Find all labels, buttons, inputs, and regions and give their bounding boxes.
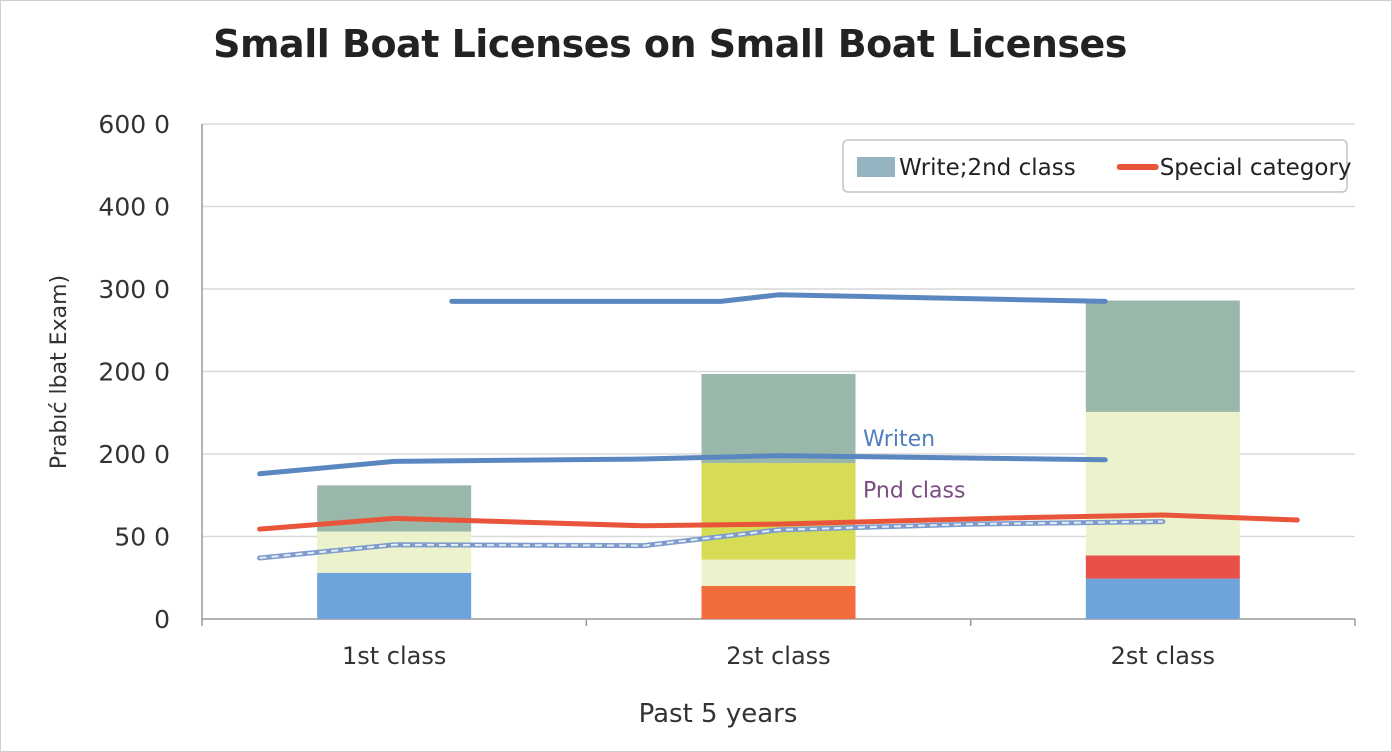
y-tick-label: 200 0	[98, 440, 170, 469]
legend-box	[842, 139, 1348, 193]
annotation-label: Pnd class	[863, 479, 965, 504]
bar-segment	[701, 463, 856, 560]
y-tick-label: 200 0	[98, 358, 170, 387]
bar-segment	[701, 373, 856, 464]
legend-label: Special category	[1160, 155, 1352, 181]
bar-segment	[701, 559, 856, 586]
bar-segment	[1085, 300, 1240, 412]
y-tick-label: 400 0	[98, 193, 170, 222]
legend-swatch	[857, 157, 895, 177]
bar-segment	[317, 572, 472, 619]
y-tick-label: 50 0	[114, 523, 170, 552]
x-tick-label: 1st class	[342, 642, 446, 670]
y-tick-label: 600 0	[98, 110, 170, 139]
bar-segment	[1085, 578, 1240, 619]
y-axis-title: Prabıć lbat Exam)	[47, 275, 72, 469]
series-line	[449, 292, 1108, 304]
series-line	[257, 512, 1300, 532]
y-tick-label: 0	[154, 605, 170, 634]
x-axis-title: Past 5 years	[639, 699, 798, 729]
chart-title: Small Boat Licenses on Small Boat Licens…	[213, 22, 1127, 66]
y-tick-label: 300 0	[98, 275, 170, 304]
series-line	[257, 453, 1108, 477]
series-line-dash-overlay	[259, 520, 1163, 559]
legend-label: Write;2nd class	[899, 155, 1076, 181]
bar-segment	[1085, 411, 1240, 556]
annotation-label: Writen	[863, 427, 935, 452]
bar-segment	[1085, 555, 1240, 579]
bar-segment	[701, 586, 856, 619]
x-tick-label: 2st class	[726, 642, 830, 670]
x-tick-label: 2st class	[1111, 642, 1215, 670]
